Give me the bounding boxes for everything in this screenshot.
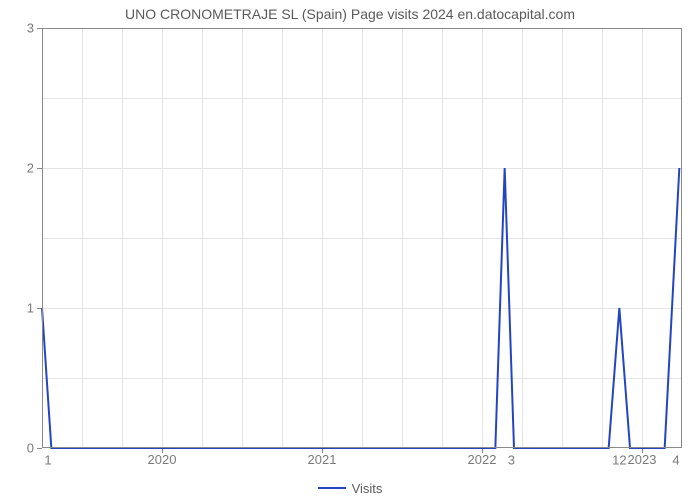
legend-item-visits: Visits (318, 481, 383, 496)
plot-area: 0123202020212022202313124 (42, 28, 682, 448)
series-line-visits (42, 168, 679, 448)
overlay-label: 4 (672, 453, 679, 468)
chart-title: UNO CRONOMETRAJE SL (Spain) Page visits … (0, 6, 700, 22)
y-tick-mark (37, 448, 42, 449)
legend-swatch (318, 487, 346, 489)
chart-legend: Visits (0, 476, 700, 496)
overlay-label: 3 (508, 453, 515, 468)
overlay-label: 12 (612, 453, 626, 468)
overlay-label: 1 (44, 453, 51, 468)
legend-label: Visits (352, 481, 383, 496)
chart-line-layer (42, 28, 682, 448)
chart-container: UNO CRONOMETRAJE SL (Spain) Page visits … (0, 0, 700, 500)
